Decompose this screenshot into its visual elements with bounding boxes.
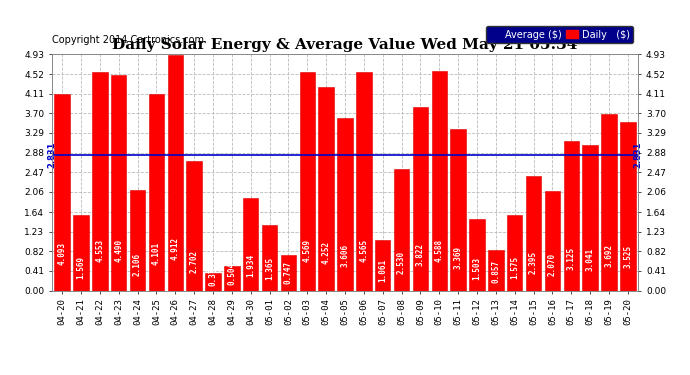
- Bar: [469, 219, 485, 291]
- Text: 2.070: 2.070: [548, 253, 557, 276]
- Bar: [148, 94, 164, 291]
- Bar: [224, 267, 239, 291]
- Bar: [564, 141, 579, 291]
- Bar: [413, 108, 428, 291]
- Text: 1.934: 1.934: [246, 254, 255, 277]
- Text: 4.093: 4.093: [58, 242, 67, 265]
- Text: 2.106: 2.106: [133, 253, 142, 276]
- Text: 1.365: 1.365: [265, 257, 274, 280]
- Bar: [130, 190, 146, 291]
- Text: 3.692: 3.692: [604, 244, 613, 267]
- Bar: [356, 72, 372, 291]
- Bar: [168, 55, 183, 291]
- Text: 4.569: 4.569: [303, 239, 312, 262]
- Bar: [205, 273, 221, 291]
- Bar: [488, 249, 504, 291]
- Text: 0.857: 0.857: [491, 260, 500, 283]
- Text: 1.569: 1.569: [77, 256, 86, 279]
- Bar: [582, 145, 598, 291]
- Text: 2.530: 2.530: [397, 251, 406, 274]
- Bar: [526, 176, 542, 291]
- Text: 3.525: 3.525: [623, 245, 632, 268]
- Text: 4.553: 4.553: [95, 239, 104, 262]
- Text: 3.822: 3.822: [416, 243, 425, 266]
- Bar: [507, 215, 522, 291]
- Text: 3.125: 3.125: [566, 247, 575, 270]
- Text: 4.252: 4.252: [322, 241, 331, 264]
- Title: Daily Solar Energy & Average Value Wed May 21 05:34: Daily Solar Energy & Average Value Wed M…: [112, 38, 578, 52]
- Bar: [601, 114, 617, 291]
- Text: 3.606: 3.606: [340, 244, 350, 267]
- Text: 4.912: 4.912: [170, 237, 180, 260]
- Text: 1.061: 1.061: [378, 259, 387, 282]
- Bar: [394, 170, 409, 291]
- Text: 4.490: 4.490: [115, 239, 124, 262]
- Text: 3.369: 3.369: [453, 246, 463, 269]
- Bar: [451, 129, 466, 291]
- Bar: [262, 225, 277, 291]
- Bar: [299, 72, 315, 291]
- Text: 2.395: 2.395: [529, 251, 538, 274]
- Bar: [55, 94, 70, 291]
- Bar: [243, 198, 259, 291]
- Text: 1.503: 1.503: [473, 256, 482, 280]
- Text: 3.041: 3.041: [586, 248, 595, 271]
- Text: 1.575: 1.575: [510, 256, 520, 279]
- Bar: [318, 87, 334, 291]
- Text: 0.504: 0.504: [227, 262, 237, 285]
- Text: 4.101: 4.101: [152, 242, 161, 265]
- Bar: [111, 75, 126, 291]
- Text: 0.747: 0.747: [284, 261, 293, 284]
- Bar: [544, 191, 560, 291]
- Text: 2.831: 2.831: [47, 142, 57, 168]
- Text: 2.831: 2.831: [633, 142, 643, 168]
- Bar: [281, 255, 296, 291]
- Text: 0.375: 0.375: [208, 263, 217, 286]
- Bar: [337, 118, 353, 291]
- Bar: [375, 240, 391, 291]
- Text: 4.588: 4.588: [435, 239, 444, 262]
- Legend: Average ($), Daily   ($): Average ($), Daily ($): [486, 26, 633, 43]
- Text: 2.702: 2.702: [190, 250, 199, 273]
- Bar: [431, 71, 447, 291]
- Bar: [620, 122, 635, 291]
- Bar: [73, 215, 89, 291]
- Text: Copyright 2014 Cartronics.com: Copyright 2014 Cartronics.com: [52, 35, 204, 45]
- Bar: [186, 161, 202, 291]
- Bar: [92, 72, 108, 291]
- Text: 4.565: 4.565: [359, 239, 368, 262]
